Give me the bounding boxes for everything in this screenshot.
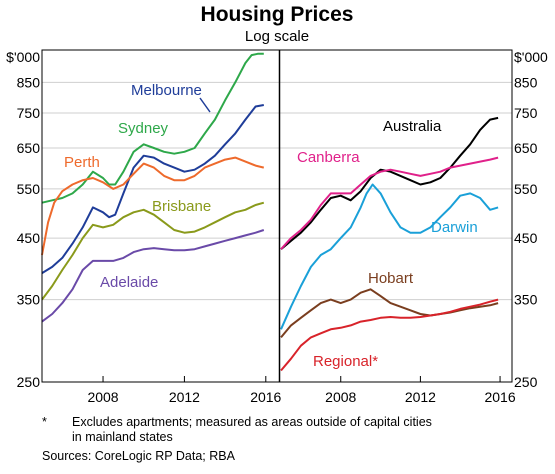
footnote-marker: *: [42, 415, 47, 429]
series-line-sydney: [41, 52, 264, 204]
chart-title: Housing Prices: [201, 3, 354, 26]
y-tick-right-550: 550: [514, 181, 538, 197]
y-tick-left-450: 450: [17, 230, 41, 246]
y-tick-left-550: 550: [17, 181, 41, 197]
y-tick-right-750: 750: [514, 105, 538, 121]
y-tick-left-850: 850: [17, 74, 41, 90]
series-label-brisbane: Brisbane: [152, 198, 211, 215]
x-tick-label-2-2012: 2012: [405, 389, 436, 405]
y-tick-left-750: 750: [17, 105, 41, 121]
sources-line: Sources: CoreLogic RP Data; RBA: [42, 449, 235, 463]
y-unit-right: $'000: [514, 49, 548, 65]
y-tick-left-250: 250: [17, 374, 41, 390]
series-line-brisbane: [41, 201, 265, 301]
x-tick-label-1-2008: 2008: [87, 389, 118, 405]
y-tick-right-650: 650: [514, 140, 538, 156]
footnote-line-2: in mainland states: [72, 430, 173, 444]
series-line-perth: [41, 156, 265, 256]
y-tick-right-450: 450: [514, 230, 538, 246]
y-tick-right-250: 250: [514, 374, 538, 390]
series-label-adelaide: Adelaide: [100, 274, 158, 291]
x-tick-label-2-2016: 2016: [484, 389, 515, 405]
series-line-hobart: [280, 288, 499, 339]
footnote-line-1: Excludes apartments; measured as areas o…: [72, 415, 432, 429]
series-line-canberra: [280, 156, 499, 250]
series-label-perth: Perth: [64, 154, 100, 171]
series-line-melbourne: [41, 104, 264, 274]
footnote: * Excludes apartments; measured as areas…: [42, 415, 432, 430]
series-label-canberra: Canberra: [297, 149, 360, 166]
y-tick-right-850: 850: [514, 74, 538, 90]
series-label-australia: Australia: [383, 118, 442, 135]
chart-subtitle: Log scale: [245, 28, 309, 45]
series-line-darwin: [280, 183, 499, 330]
plot-layer: 250 250 350 350 450 450 550 550 650 650 750 750 850 8…: [17, 49, 538, 405]
footnote-continued: in mainland states: [42, 430, 432, 445]
x-tick-label-1-2016: 2016: [250, 389, 281, 405]
x-tick-label-1-2012: 2012: [169, 389, 200, 405]
y-tick-right-350: 350: [514, 292, 538, 308]
y-tick-left-650: 650: [17, 140, 41, 156]
y-tick-left-350: 350: [17, 292, 41, 308]
series-line-adelaide: [41, 229, 265, 323]
x-tick-label-2-2008: 2008: [325, 389, 356, 405]
chart-notes: * Excludes apartments; measured as areas…: [42, 415, 432, 464]
series-label-melbourne: Melbourne: [131, 82, 202, 99]
series-label-regional: Regional*: [313, 353, 378, 370]
y-unit-left: $'000: [6, 49, 40, 65]
series-label-sydney: Sydney: [118, 120, 169, 137]
melbourne-pointer: [199, 97, 211, 113]
series-line-regional: [280, 298, 499, 372]
series-label-darwin: Darwin: [431, 219, 478, 236]
plot-frame: [41, 49, 513, 383]
series-label-hobart: Hobart: [368, 270, 414, 287]
series-line-australia: [280, 116, 499, 250]
